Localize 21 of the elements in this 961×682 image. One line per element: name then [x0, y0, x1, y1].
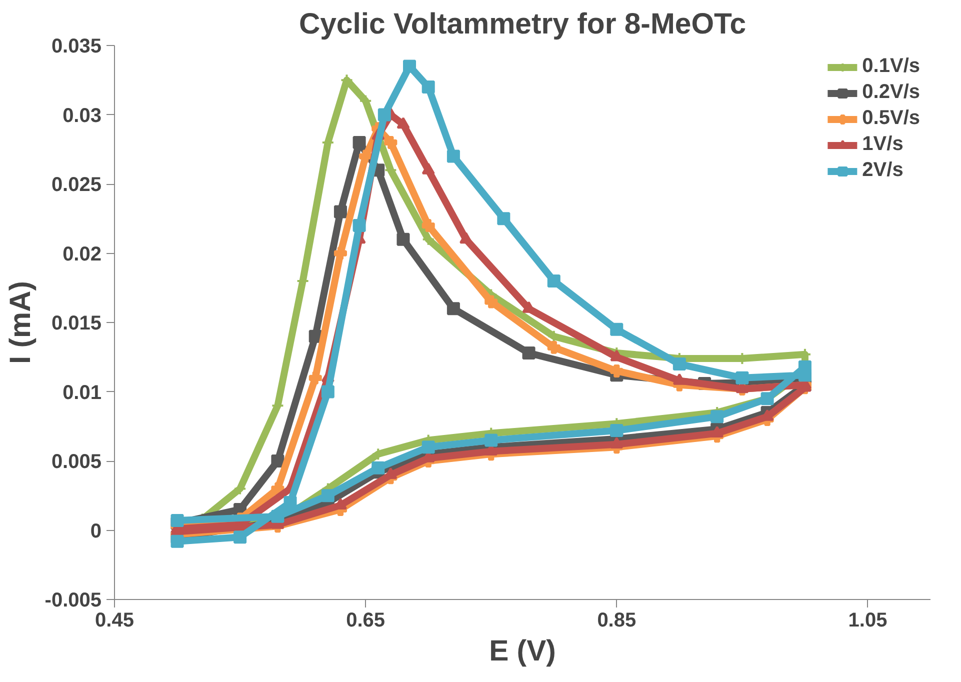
legend-label: 2V/s	[862, 159, 904, 182]
legend-label: 1V/s	[862, 133, 904, 156]
y-tick-label: 0.03	[62, 104, 102, 127]
legend-label: 0.2V/s	[862, 81, 920, 104]
y-tick-label: 0	[90, 520, 102, 542]
y-tick-label: 0.035	[51, 36, 102, 58]
y-tick-label: -0.005	[44, 590, 102, 612]
chart-title: Cyclic Voltammetry for 8-MeOTc	[298, 8, 746, 40]
x-tick-label: 0.85	[597, 610, 636, 632]
x-axis-title: E (V)	[489, 634, 556, 668]
y-tick-label: 0.025	[51, 174, 102, 196]
y-axis-title: I (mA)	[4, 280, 37, 364]
y-tick-label: 0.02	[62, 243, 102, 266]
y-tick-label: 0.01	[62, 382, 102, 404]
x-tick-label: 1.05	[848, 610, 888, 632]
x-tick-label: 0.65	[346, 610, 386, 632]
y-tick-label: 0.005	[51, 451, 102, 473]
y-tick-label: 0.015	[51, 312, 102, 334]
x-tick-label: 0.45	[95, 610, 134, 632]
legend-label: 0.5V/s	[862, 107, 920, 130]
legend-label: 0.1V/s	[862, 55, 920, 78]
